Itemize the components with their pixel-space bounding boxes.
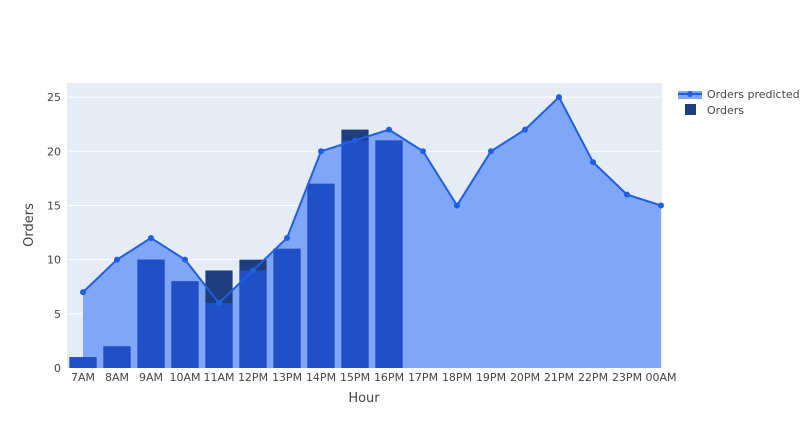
legend-label-orders: Orders: [707, 104, 744, 117]
legend-swatch-bar: [685, 104, 696, 115]
legend-item-orders[interactable]: Orders: [685, 104, 744, 117]
bar-overlap: [103, 346, 131, 368]
legend-swatch-marker: [687, 91, 693, 97]
x-tick-label: 8AM: [105, 371, 129, 384]
x-axis-title: Hour: [348, 391, 380, 406]
x-tick-label: 22PM: [578, 371, 608, 384]
predicted-point[interactable]: [182, 256, 188, 263]
bar[interactable]: [137, 259, 165, 368]
bar-overlap: [307, 183, 335, 368]
predicted-point[interactable]: [352, 137, 358, 144]
y-tick-label: 0: [54, 362, 61, 375]
predicted-line: [80, 94, 664, 306]
bar-overlap: [341, 140, 369, 368]
x-tick-label: 21PM: [544, 371, 574, 384]
bar[interactable]: [171, 281, 199, 368]
predicted-point[interactable]: [386, 126, 392, 133]
predicted-point[interactable]: [114, 256, 120, 263]
x-tick-label: 15PM: [340, 371, 370, 384]
predicted-line-path: [82, 95, 662, 305]
x-tick-label: 12PM: [238, 371, 268, 384]
predicted-point[interactable]: [624, 191, 630, 198]
y-axis-title: Orders: [22, 203, 37, 247]
x-tick-label: 9AM: [139, 371, 163, 384]
bar-overlap: [273, 248, 301, 368]
bar-overlap: [137, 259, 165, 368]
x-tick-label: 14PM: [306, 371, 336, 384]
x-tick-label: 13PM: [272, 371, 302, 384]
x-tick-label: 00AM: [645, 371, 676, 384]
y-tick-label: 10: [47, 254, 61, 267]
bar[interactable]: [307, 183, 335, 368]
bar-overlap: [171, 281, 199, 368]
bar[interactable]: [375, 140, 403, 368]
bar-overlap: [375, 140, 403, 368]
y-tick-labels: 0 5 10 15 20 25: [47, 91, 61, 375]
predicted-point[interactable]: [148, 234, 154, 241]
y-tick-label: 25: [47, 91, 61, 104]
x-tick-label: 20PM: [510, 371, 540, 384]
orders-bars: [69, 129, 403, 368]
legend-label-orders-predicted: Orders predicted: [707, 88, 800, 101]
bar-overlap: [205, 302, 233, 368]
bar-overlap: [69, 357, 97, 368]
predicted-point[interactable]: [80, 289, 86, 296]
predicted-point[interactable]: [488, 148, 494, 155]
y-tick-label: 15: [47, 199, 61, 212]
predicted-point[interactable]: [284, 234, 290, 241]
bar-overlap: [239, 270, 267, 368]
x-tick-label: 10AM: [169, 371, 200, 384]
y-tick-label: 5: [54, 308, 61, 321]
predicted-point[interactable]: [216, 299, 222, 306]
x-tick-label: 11AM: [203, 371, 234, 384]
predicted-point[interactable]: [522, 126, 528, 133]
x-tick-label: 16PM: [374, 371, 404, 384]
predicted-point[interactable]: [454, 202, 460, 209]
legend-item-orders-predicted[interactable]: Orders predicted: [678, 88, 800, 101]
predicted-point[interactable]: [318, 148, 324, 155]
x-tick-label: 18PM: [442, 371, 472, 384]
predicted-point[interactable]: [250, 267, 256, 274]
bar[interactable]: [103, 346, 131, 368]
bar[interactable]: [273, 248, 301, 368]
x-tick-label: 19PM: [476, 371, 506, 384]
predicted-point[interactable]: [590, 159, 596, 166]
bar[interactable]: [69, 357, 97, 368]
legend[interactable]: Orders predicted Orders: [678, 88, 800, 117]
x-tick-label: 17PM: [408, 371, 438, 384]
bar[interactable]: [341, 129, 369, 368]
bar[interactable]: [205, 270, 233, 368]
bar[interactable]: [239, 259, 267, 368]
predicted-point[interactable]: [556, 94, 562, 101]
predicted-point[interactable]: [658, 202, 664, 209]
x-tick-labels: 7AM 8AM 9AM 10AM 11AM 12PM 13PM 14PM 15PM 16PM 17P…: [71, 371, 677, 384]
x-tick-label: 7AM: [71, 371, 95, 384]
x-tick-label: 23PM: [612, 371, 642, 384]
y-tick-label: 20: [47, 145, 61, 158]
predicted-point[interactable]: [420, 148, 426, 155]
